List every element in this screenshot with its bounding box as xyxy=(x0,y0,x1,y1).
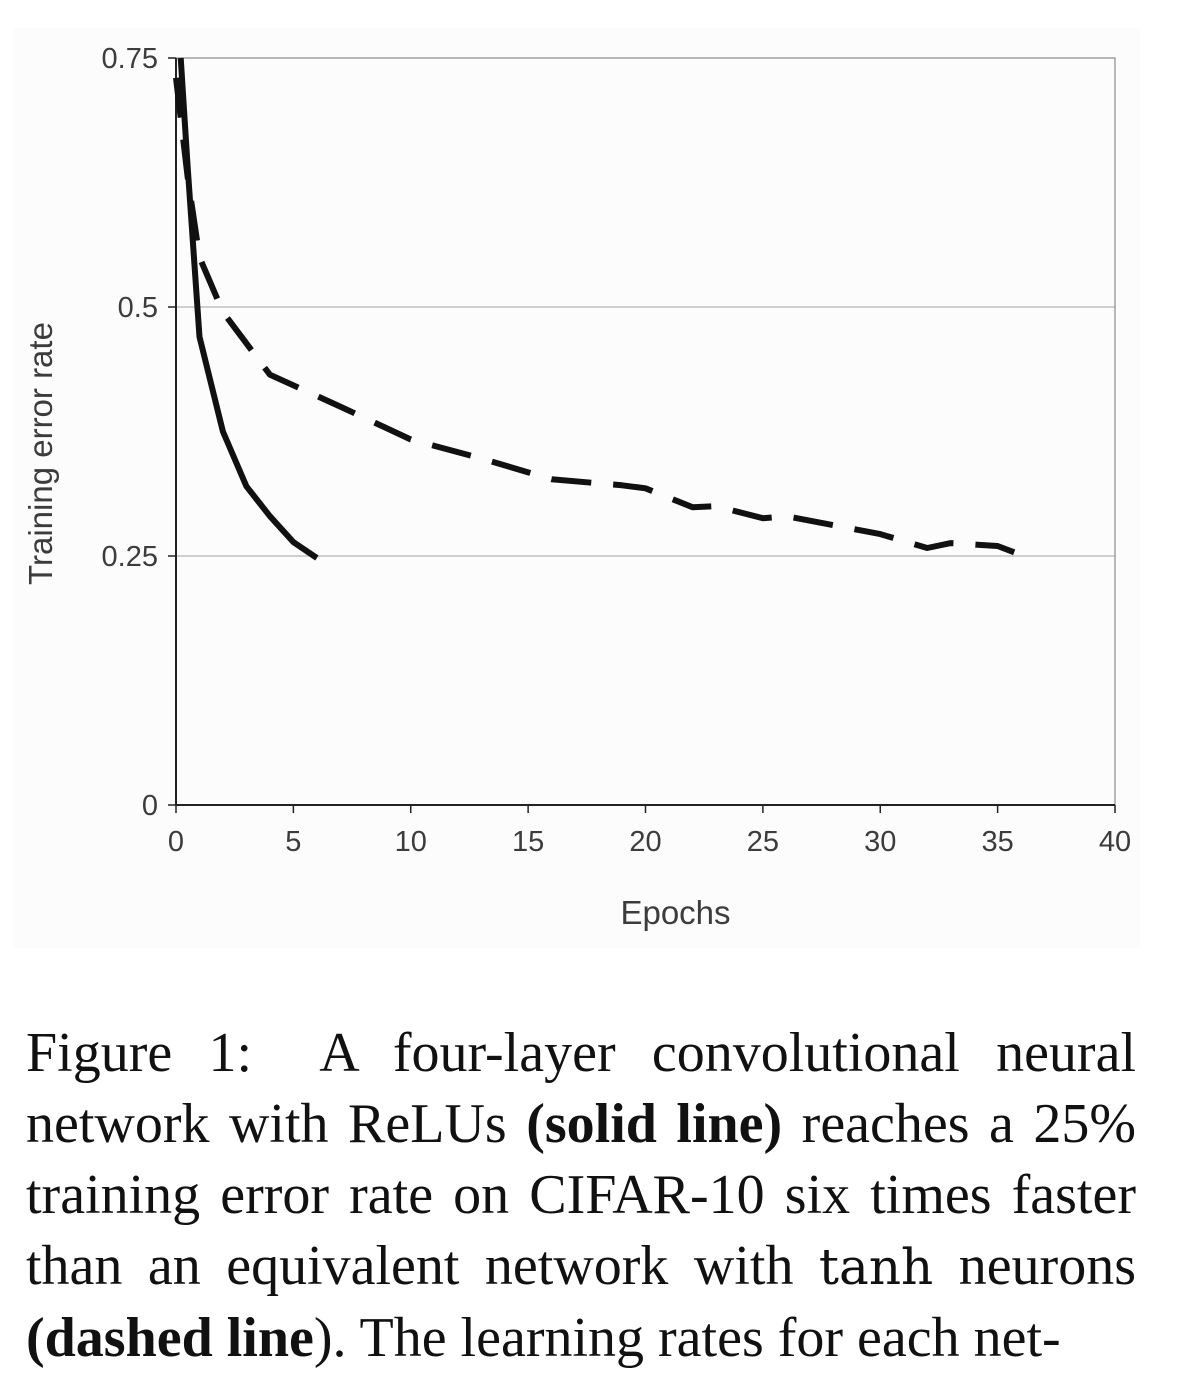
figure: 0 5 10 15 20 25 30 35 40 0 0.25 0.5 0.75 Epochs Trai… xyxy=(14,28,1140,948)
caption-tanh: tanh xyxy=(818,1238,934,1296)
plot-area-border xyxy=(175,57,1116,806)
caption-text-3: neurons xyxy=(958,1235,1136,1297)
y-tick-label-3: 0.75 xyxy=(102,43,158,75)
caption-dashed-line: (dashed line xyxy=(26,1307,314,1369)
y-tick-label-1: 0.25 xyxy=(102,541,158,573)
caption-text-1: A four-layer convolutional neural networ… xyxy=(26,1022,1136,1155)
x-tick-label-8: 40 xyxy=(1099,826,1131,858)
caption-text-2: reaches a 25% training error rate on CIF… xyxy=(26,1093,1137,1297)
x-tick-label-0: 0 xyxy=(168,826,184,858)
series-line-dashed xyxy=(173,77,1023,558)
figure-caption: Figure 1: A four-layer convolutional neu… xyxy=(26,1018,1136,1374)
y-tick-label-0: 0 xyxy=(142,790,158,822)
x-tick-label-3: 15 xyxy=(512,826,544,858)
y-axis-title: Training error rate xyxy=(22,322,59,585)
x-tick-label-7: 35 xyxy=(981,826,1013,858)
caption-text-4: ). The learning rates for each net- xyxy=(313,1307,1061,1369)
series-line-solid xyxy=(177,57,319,561)
y-tick-label-2: 0.5 xyxy=(118,292,158,324)
caption-label: Figure 1: xyxy=(26,1022,253,1084)
x-tick-label-1: 5 xyxy=(285,826,301,858)
x-tick-label-5: 25 xyxy=(747,826,779,858)
x-axis-title: Epochs xyxy=(620,894,730,931)
x-tick-label-6: 30 xyxy=(864,826,896,858)
x-tick-label-4: 20 xyxy=(629,826,661,858)
figure-background xyxy=(14,28,1140,948)
caption-solid-line: (solid line) xyxy=(526,1093,783,1155)
x-tick-label-2: 10 xyxy=(395,826,427,858)
line-chart: 0 5 10 15 20 25 30 35 40 0 0.25 0.5 0.75 Epochs Trai… xyxy=(22,43,1131,931)
